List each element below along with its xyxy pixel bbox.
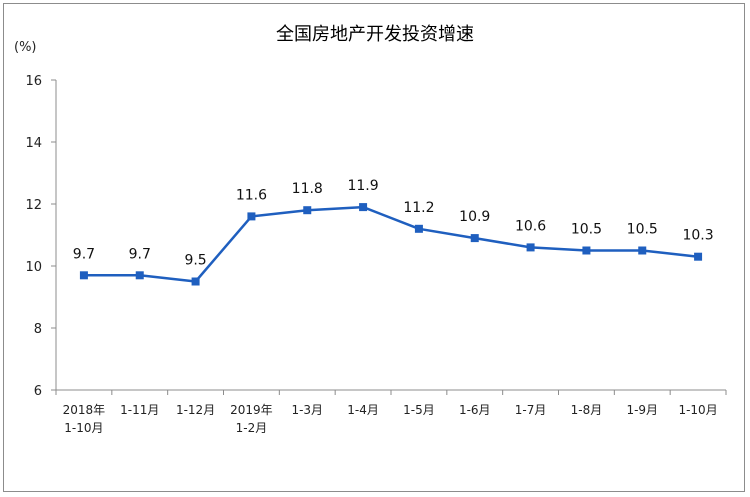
data-label: 10.3 — [682, 228, 713, 244]
data-point-marker — [79, 271, 88, 280]
y-tick-label: 14 — [25, 136, 42, 151]
data-point-marker — [582, 246, 591, 255]
chart-frame — [3, 3, 745, 492]
data-point-marker — [135, 271, 144, 280]
y-tick-label: 12 — [25, 198, 42, 213]
data-label: 11.8 — [292, 181, 323, 197]
data-label: 9.7 — [129, 246, 151, 262]
data-point-marker — [303, 206, 312, 215]
series-line — [83, 205, 699, 283]
data-point-marker — [359, 203, 368, 212]
data-label: 11.9 — [347, 178, 378, 194]
x-tick-label: 1-8月 — [571, 403, 603, 417]
x-tick-label: 1-12月 — [176, 403, 215, 417]
data-label: 9.5 — [184, 253, 206, 269]
data-point-marker — [638, 246, 647, 255]
data-label: 11.6 — [236, 187, 267, 203]
data-point-marker — [694, 252, 703, 261]
chart-title: 全国房地产开发投资增速 — [276, 24, 474, 45]
x-tick-label: 1-11月 — [120, 403, 159, 417]
x-tick-label: 2018年 — [63, 403, 106, 417]
x-tick-label: 1-10月 — [64, 421, 103, 435]
x-tick-label: 1-6月 — [459, 403, 491, 417]
x-tick-label: 1-10月 — [678, 403, 717, 417]
data-label: 10.6 — [515, 218, 546, 234]
x-tick-label: 1-9月 — [626, 403, 658, 417]
x-tick-label: 1-7月 — [515, 403, 547, 417]
data-point-marker — [470, 234, 479, 243]
x-tick-label: 1-5月 — [403, 403, 435, 417]
data-label: 10.5 — [571, 222, 602, 238]
y-tick-label: 8 — [34, 322, 42, 337]
x-tick-label: 1-2月 — [236, 421, 268, 435]
data-point-marker — [526, 243, 535, 252]
data-label: 9.7 — [73, 246, 95, 262]
data-point-marker — [414, 224, 423, 233]
data-label: 10.9 — [459, 209, 490, 225]
data-point-marker — [191, 277, 200, 286]
y-tick-label: 10 — [25, 260, 42, 275]
x-tick-label: 2019年 — [230, 403, 273, 417]
y-tick-label: 16 — [25, 74, 42, 89]
x-tick-label: 1-3月 — [291, 403, 323, 417]
y-axis-unit-label: (%) — [14, 40, 37, 55]
x-tick-label: 1-4月 — [347, 403, 379, 417]
y-tick-label: 6 — [34, 384, 42, 399]
data-point-marker — [247, 212, 256, 221]
data-label: 11.2 — [403, 200, 434, 216]
data-label: 10.5 — [627, 222, 658, 238]
